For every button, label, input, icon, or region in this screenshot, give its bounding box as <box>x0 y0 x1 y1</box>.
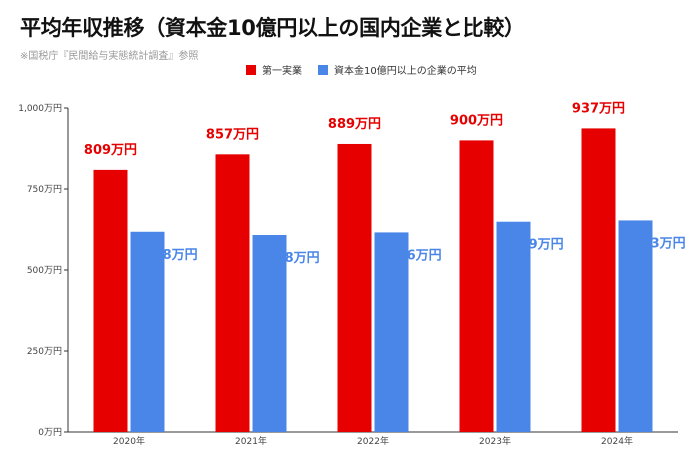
bar-series-1 <box>459 140 494 432</box>
bar-series-2 <box>374 232 409 432</box>
bar-series-2 <box>618 220 653 432</box>
y-tick-label: 250万円 <box>27 346 62 357</box>
bar-series-2 <box>496 221 531 432</box>
data-label-series-2: 653万円 <box>633 236 686 251</box>
bar-series-2 <box>252 235 287 432</box>
bar-series-1 <box>93 169 128 432</box>
data-label-series-1: 889万円 <box>328 117 381 132</box>
x-tick-label: 2022年 <box>357 435 389 447</box>
y-tick-label: 500万円 <box>27 265 62 276</box>
bar-series-1 <box>215 154 250 432</box>
data-label-series-2: 649万円 <box>511 238 564 253</box>
y-tick-label: 0万円 <box>38 427 62 438</box>
bar-series-1 <box>337 143 372 433</box>
legend-item-series-1: 第一実業 <box>246 62 302 77</box>
bar-series-1 <box>581 128 616 433</box>
legend: 第一実業 資本金10億円以上の企業の平均 <box>246 62 493 77</box>
x-tick-label: 2024年 <box>601 435 633 447</box>
legend-swatch-series-2 <box>318 64 328 75</box>
data-label-series-1: 937万円 <box>572 101 625 116</box>
data-label-series-2: 608万円 <box>267 251 320 266</box>
legend-swatch-series-1 <box>246 64 256 75</box>
x-tick-label: 2023年 <box>479 435 511 447</box>
x-tick-label: 2020年 <box>113 435 145 447</box>
legend-label-series-1: 第一実業 <box>262 66 302 77</box>
chart-title: 平均年収推移（資本金10億円以上の国内企業と比較） <box>20 16 525 40</box>
data-label-series-2: 618万円 <box>145 248 198 263</box>
bar-series-2 <box>130 231 165 432</box>
data-label-series-2: 616万円 <box>389 248 442 263</box>
data-label-series-1: 857万円 <box>206 127 259 142</box>
source-note: ※国税庁『民間給与実態統計調査』参照 <box>20 51 199 62</box>
y-tick-label: 750万円 <box>27 184 62 195</box>
x-tick-label: 2021年 <box>235 435 267 447</box>
data-label-series-1: 809万円 <box>84 143 137 158</box>
legend-item-series-2: 資本金10億円以上の企業の平均 <box>318 62 477 77</box>
legend-label-series-2: 資本金10億円以上の企業の平均 <box>334 66 477 77</box>
data-label-series-1: 900万円 <box>450 113 503 128</box>
y-tick-label: 1,000万円 <box>18 103 62 114</box>
